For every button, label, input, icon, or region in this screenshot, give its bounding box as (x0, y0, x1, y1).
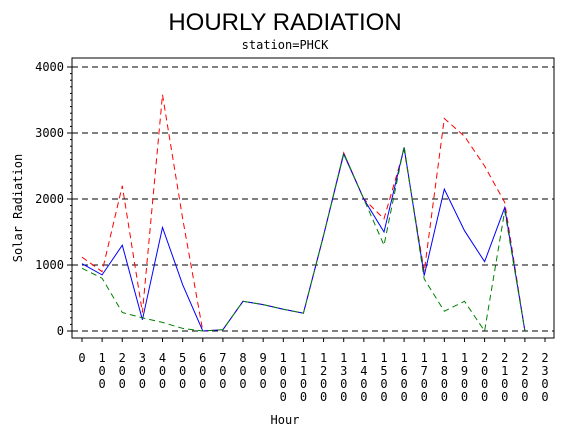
y-tick-label: 3000 (35, 126, 64, 140)
x-axis-label: Hour (271, 413, 300, 427)
chart-subtitle: station=PHCK (242, 38, 329, 52)
y-tick-label: 0 (57, 324, 64, 338)
series-line-1 (81, 147, 526, 332)
y-tick-label: 4000 (35, 60, 64, 74)
plot-frame (71, 57, 555, 339)
y-axis: 0 1000 2000 3000 4000 (35, 60, 72, 338)
y-tick-label: 2000 (35, 192, 64, 206)
y-axis-label: Solar Radiation (11, 154, 25, 262)
x-axis: 0 1 0 0 2 0 0 3 0 0 4 0 0 5 0 0 6 0 0 7 0 0 8 0 0 9 0 0 1 0 0 0 1 1 0 0 1 2 0 0… (78, 338, 549, 404)
series-layer (81, 94, 526, 333)
x-tick-label: 0 (78, 351, 85, 365)
gridlines (72, 66, 554, 332)
series-line-2 (81, 146, 526, 333)
chart-title: HOURLY RADIATION (168, 9, 401, 36)
y-tick-label: 1000 (35, 258, 64, 272)
series-line-0 (81, 94, 526, 332)
